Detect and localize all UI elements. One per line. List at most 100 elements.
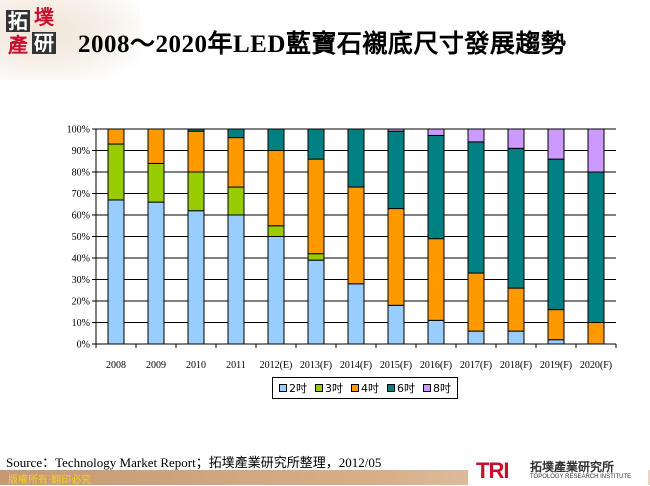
legend-swatch bbox=[387, 384, 395, 392]
y-tick-label: 70% bbox=[72, 189, 90, 200]
legend-item: 8吋 bbox=[423, 380, 451, 396]
x-tick-label: 2010 bbox=[186, 360, 206, 371]
x-tick-label: 2011 bbox=[226, 360, 246, 371]
bar-segment-4吋 bbox=[547, 309, 565, 341]
legend-label: 4吋 bbox=[361, 382, 379, 395]
y-tick-label: 100% bbox=[67, 125, 90, 136]
bar-segment-8吋 bbox=[427, 128, 445, 136]
bar-segment-2吋 bbox=[267, 236, 285, 345]
y-tick-label: 90% bbox=[72, 146, 90, 157]
bar-segment-8吋 bbox=[587, 128, 605, 173]
logo-char: 產 bbox=[8, 33, 28, 57]
bar-segment-2吋 bbox=[547, 339, 565, 345]
bar-segment-8吋 bbox=[547, 128, 565, 160]
bar-segment-4吋 bbox=[347, 186, 365, 285]
bar-segment-6吋 bbox=[227, 128, 245, 139]
bar-segment-8吋 bbox=[467, 128, 485, 143]
x-tick-label: 2019(F) bbox=[540, 360, 572, 371]
bar-segment-2吋 bbox=[347, 283, 365, 345]
legend-swatch bbox=[279, 384, 287, 392]
bar-segment-2吋 bbox=[467, 330, 485, 345]
bar-segment-6吋 bbox=[267, 128, 285, 151]
bar-segment-6吋 bbox=[347, 128, 365, 188]
bar-segment-2吋 bbox=[427, 319, 445, 345]
copyright-text: 版權所有‧翻印必究 bbox=[8, 475, 92, 486]
bar-segment-2吋 bbox=[387, 304, 405, 345]
x-tick-label: 2009 bbox=[146, 360, 166, 371]
bar-segment-2吋 bbox=[307, 259, 325, 345]
bar-segment-2吋 bbox=[507, 330, 525, 345]
x-tick-label: 2008 bbox=[106, 360, 126, 371]
legend-label: 2吋 bbox=[289, 382, 307, 395]
x-tick-label: 2020(F) bbox=[580, 360, 612, 371]
bar-segment-6吋 bbox=[467, 141, 485, 274]
y-tick-label: 80% bbox=[72, 168, 90, 179]
bar-segment-4吋 bbox=[187, 130, 205, 173]
tri-cn-name: 拓墣產業研究所 bbox=[530, 460, 615, 474]
legend-item: 3吋 bbox=[315, 380, 343, 396]
logo-char: 拓 bbox=[6, 9, 30, 33]
bar-segment-8吋 bbox=[387, 128, 405, 132]
bar-segment-3吋 bbox=[107, 143, 125, 201]
legend-item: 6吋 bbox=[387, 380, 415, 396]
legend-label: 3吋 bbox=[325, 382, 343, 395]
topology-logo: 拓 墣 產 研 bbox=[6, 6, 60, 56]
bar-segment-3吋 bbox=[267, 225, 285, 237]
bar-segment-3吋 bbox=[147, 162, 165, 203]
bar-segment-4吋 bbox=[427, 238, 445, 321]
bar-segment-4吋 bbox=[307, 158, 325, 255]
y-tick-label: 50% bbox=[72, 232, 90, 243]
bar-segment-3吋 bbox=[187, 171, 205, 212]
bar-segment-6吋 bbox=[387, 130, 405, 210]
slide-title: 2008～2020年LED藍寶石襯底尺寸發展趨勢 bbox=[78, 31, 567, 58]
bar-segment-6吋 bbox=[427, 134, 445, 240]
bar-segment-4吋 bbox=[147, 128, 165, 164]
y-tick-label: 10% bbox=[72, 318, 90, 329]
y-tick-label: 60% bbox=[72, 211, 90, 222]
y-tick-label: 30% bbox=[72, 275, 90, 286]
x-tick-label: 2014(F) bbox=[340, 360, 372, 371]
bar-segment-4吋 bbox=[107, 128, 125, 145]
bar-segment-4吋 bbox=[467, 272, 485, 332]
chart-legend: 2吋 3吋 4吋 6吋 8吋 bbox=[272, 377, 458, 399]
legend-item: 2吋 bbox=[279, 380, 307, 396]
x-tick-label: 2017(F) bbox=[460, 360, 492, 371]
bar-segment-3吋 bbox=[227, 186, 245, 216]
x-tick-label: 2012(E) bbox=[260, 360, 293, 371]
tri-logo: TRI 拓墣產業研究所 TOPOLOGY RESEARCH INSTITUTE bbox=[468, 456, 648, 485]
source-note: Source：Technology Market Report；拓墣產業研究所整… bbox=[6, 455, 382, 470]
bar-segment-2吋 bbox=[147, 201, 165, 345]
bar-segment-6吋 bbox=[507, 147, 525, 289]
y-tick-label: 0% bbox=[77, 340, 90, 351]
bar-segment-4吋 bbox=[587, 322, 605, 345]
bar-segment-4吋 bbox=[507, 287, 525, 332]
legend-label: 6吋 bbox=[397, 382, 415, 395]
bar-segment-6吋 bbox=[187, 128, 205, 132]
y-tick-label: 20% bbox=[72, 297, 90, 308]
bar-segment-4吋 bbox=[387, 208, 405, 306]
x-tick-label: 2016(F) bbox=[420, 360, 452, 371]
logo-char: 研 bbox=[32, 31, 56, 55]
bar-segment-8吋 bbox=[507, 128, 525, 149]
x-tick-label: 2013(F) bbox=[300, 360, 332, 371]
legend-label: 8吋 bbox=[433, 382, 451, 395]
bar-segment-4吋 bbox=[267, 150, 285, 227]
bar-segment-2吋 bbox=[107, 199, 125, 345]
y-tick-label: 40% bbox=[72, 254, 90, 265]
bar-segment-2吋 bbox=[227, 214, 245, 345]
bar-segment-6吋 bbox=[547, 158, 565, 311]
x-tick-label: 2018(F) bbox=[500, 360, 532, 371]
bar-segment-2吋 bbox=[187, 210, 205, 345]
bar-segment-6吋 bbox=[587, 171, 605, 323]
legend-item: 4吋 bbox=[351, 380, 379, 396]
legend-swatch bbox=[423, 384, 431, 392]
tri-en-name: TOPOLOGY RESEARCH INSTITUTE bbox=[530, 474, 632, 480]
bar-segment-3吋 bbox=[307, 253, 325, 261]
bar-segment-6吋 bbox=[307, 128, 325, 160]
x-tick-label: 2015(F) bbox=[380, 360, 412, 371]
tri-mark: TRI bbox=[476, 458, 509, 483]
legend-swatch bbox=[315, 384, 323, 392]
legend-swatch bbox=[351, 384, 359, 392]
bar-segment-4吋 bbox=[227, 137, 245, 188]
